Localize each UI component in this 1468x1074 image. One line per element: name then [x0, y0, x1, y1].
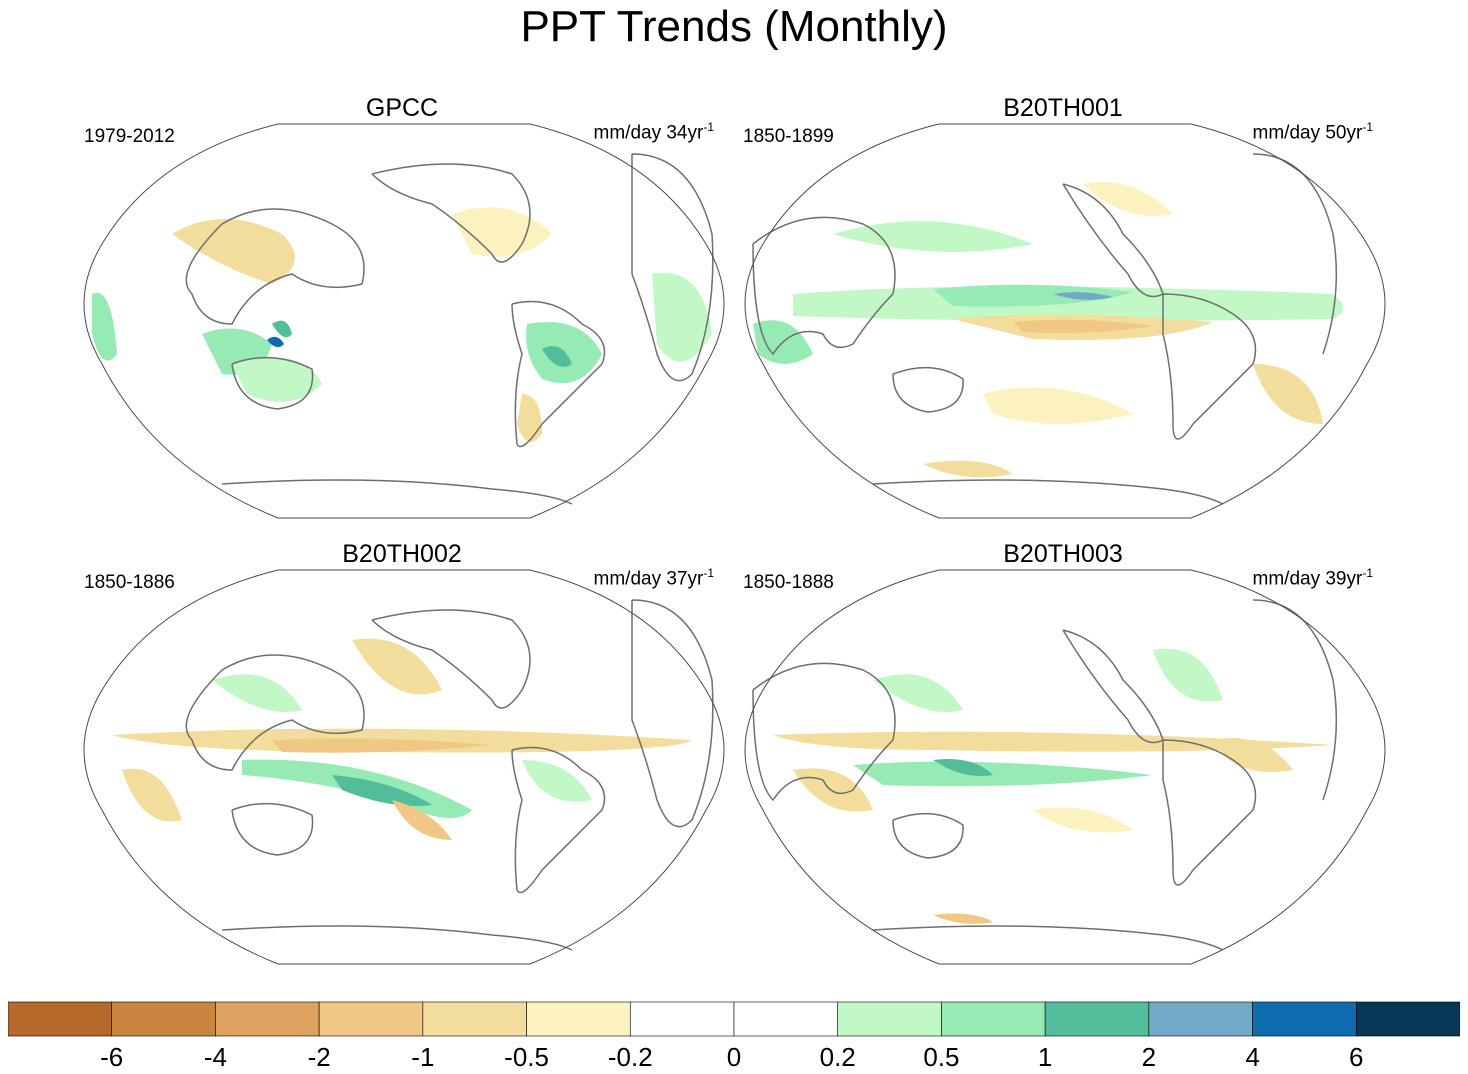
- coastlines: [185, 599, 714, 951]
- colorbar-swatch: [629, 1001, 735, 1037]
- map-border: [83, 123, 725, 519]
- colorbar-tick-label: 0.5: [923, 1042, 960, 1072]
- map-b20th002: [83, 569, 725, 965]
- panel-units: mm/day 34yr-1: [593, 120, 714, 144]
- panel-gpcc: GPCC 1979-2012 mm/day 34yr-1: [72, 94, 732, 534]
- colorbar-tick-label: -0.5: [504, 1042, 549, 1072]
- colorbar-tick-label: -4: [203, 1042, 227, 1072]
- colorbar-tick-label: 6: [1349, 1042, 1364, 1072]
- colorbar-tick-label: -2: [307, 1042, 331, 1072]
- coastlines: [752, 153, 1338, 505]
- map-border: [744, 123, 1386, 519]
- colorbar-swatch: [837, 1001, 942, 1037]
- coastlines: [752, 599, 1338, 951]
- colorbar-tick-label: 1: [1037, 1042, 1053, 1072]
- map-b20th003: [744, 569, 1386, 965]
- colorbar-tick-label: 2: [1141, 1042, 1157, 1072]
- panel-period: 1850-1886: [84, 572, 175, 593]
- colorbar-swatch: [733, 1001, 839, 1037]
- trend-field: [773, 648, 1333, 924]
- trend-field: [92, 207, 712, 442]
- colorbar-swatch: [1355, 1001, 1460, 1037]
- trend-field: [112, 638, 692, 840]
- colorbar-swatch: [215, 1001, 320, 1037]
- colorbar-swatch: [1148, 1001, 1253, 1037]
- map-gpcc: [83, 123, 725, 519]
- colorbar-swatch: [941, 1001, 1046, 1037]
- trend-field: [753, 182, 1343, 478]
- colorbar-tick-label: -0.2: [607, 1042, 653, 1072]
- colorbar-swatch: [8, 1001, 113, 1037]
- panel-units: mm/day 39yr-1: [1252, 566, 1373, 590]
- panel-period: 1850-1899: [743, 126, 834, 147]
- colorbar-swatch: [111, 1001, 216, 1037]
- map-border: [83, 569, 725, 965]
- coastlines: [185, 153, 714, 505]
- panel-period: 1979-2012: [84, 126, 175, 147]
- colorbar-swatch: [318, 1001, 424, 1037]
- colorbar-tick-label: 4: [1245, 1042, 1260, 1072]
- panel-title: B20TH003: [1003, 540, 1123, 568]
- panel-units: mm/day 50yr-1: [1252, 120, 1373, 144]
- map-border: [744, 569, 1386, 965]
- panel-b20th002: B20TH002 1850-1886 mm/day 37yr-1: [72, 540, 732, 980]
- panel-title: B20TH001: [1003, 94, 1123, 122]
- colorbar-tick-label: 0: [726, 1042, 742, 1072]
- map-b20th001: [744, 123, 1386, 519]
- colorbar-tick-label: -1: [411, 1042, 435, 1072]
- colorbar-swatch: [1044, 1001, 1150, 1037]
- panel-title: B20TH002: [342, 540, 462, 568]
- panel-title: GPCC: [365, 94, 439, 122]
- panel-units: mm/day 37yr-1: [593, 566, 714, 590]
- colorbar-swatch: [422, 1001, 527, 1037]
- panel-b20th001: B20TH001 1850-1899 mm/day 50yr-1: [733, 94, 1393, 534]
- colorbar-swatch: [1252, 1001, 1357, 1037]
- colorbar-tick-label: -6: [100, 1042, 124, 1072]
- colorbar: [8, 1001, 1460, 1037]
- figure-title: PPT Trends (Monthly): [520, 2, 948, 51]
- panel-b20th003: B20TH003 1850-1888 mm/day 39yr-1: [733, 540, 1393, 980]
- colorbar-tick-label: 0.2: [819, 1042, 856, 1072]
- colorbar-swatch: [526, 1001, 631, 1037]
- panel-period: 1850-1888: [743, 572, 834, 593]
